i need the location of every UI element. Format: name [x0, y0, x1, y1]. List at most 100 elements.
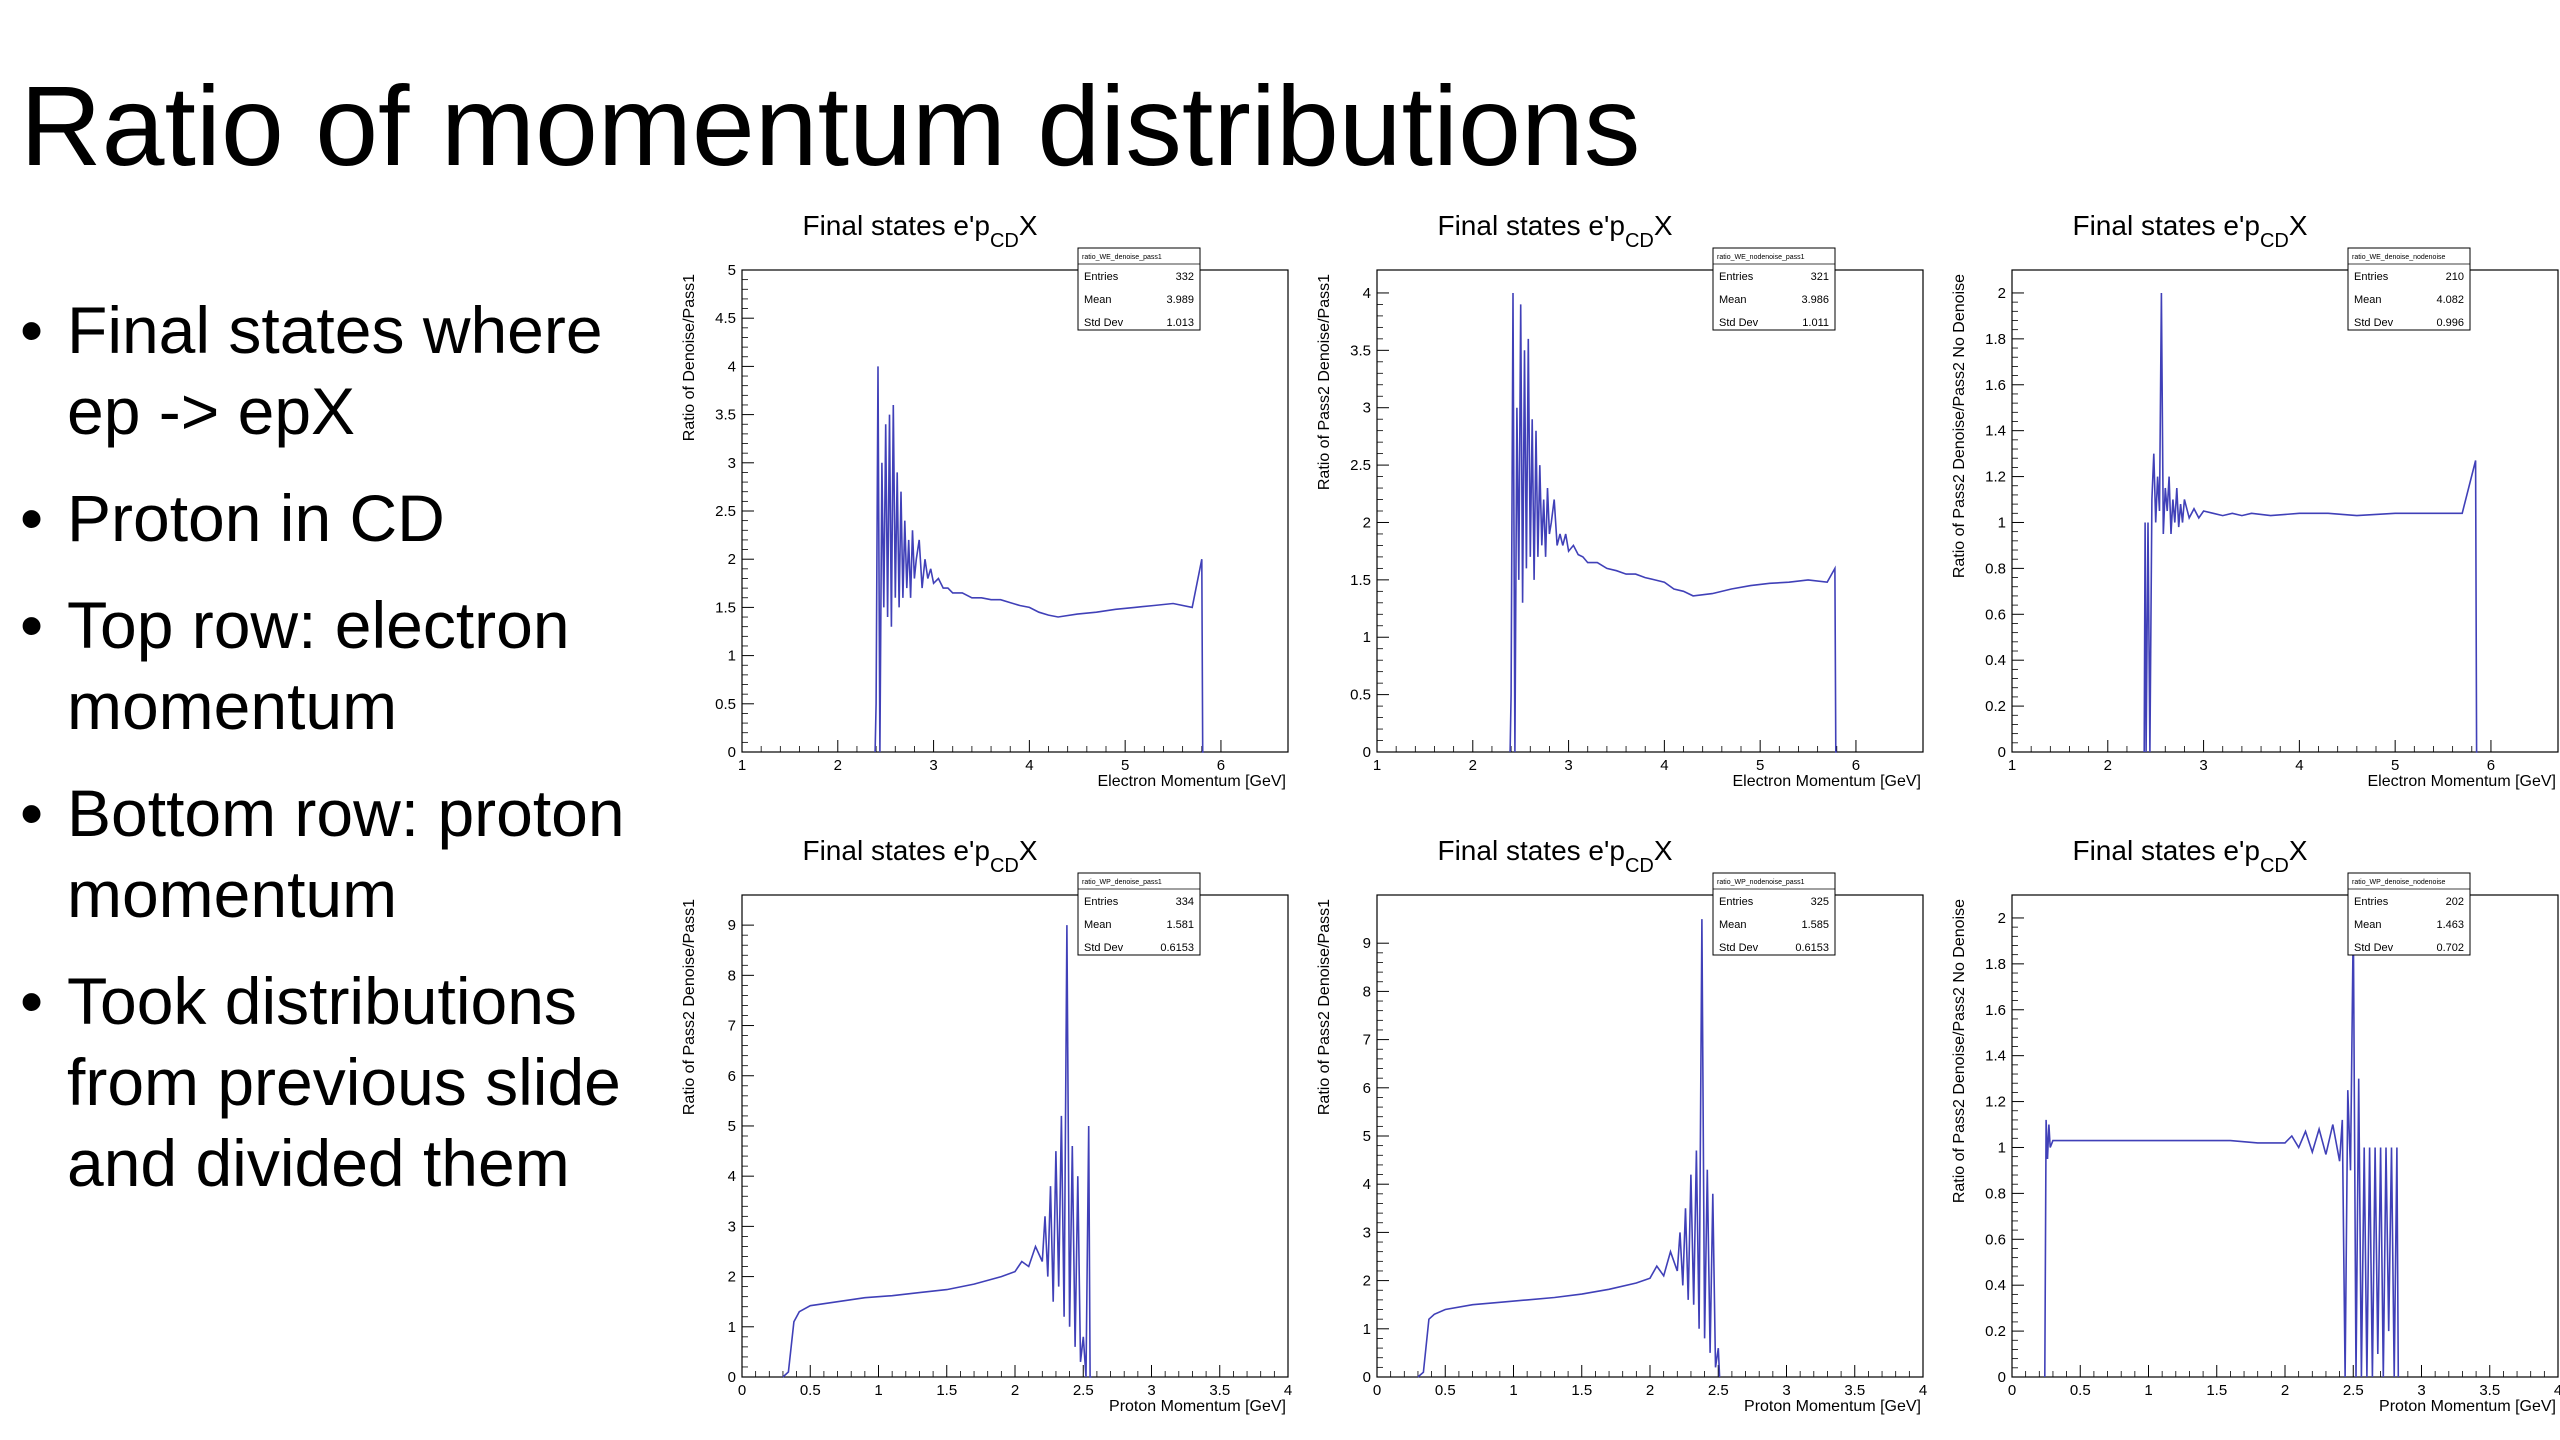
y-tick-label: 4: [1363, 1176, 1371, 1193]
stats-label: Std Dev: [1084, 317, 1124, 329]
y-tick-label: 1: [728, 1319, 736, 1336]
stats-label: Std Dev: [1719, 317, 1759, 329]
data-series-line: [2143, 292, 2478, 753]
bullet-dot-icon: •: [20, 776, 44, 850]
y-tick-label: 1.4: [1985, 1048, 2006, 1065]
x-tick-label: 1: [2008, 757, 2016, 774]
x-tick-label: 2: [834, 757, 842, 774]
stats-label: Entries: [1719, 896, 1754, 908]
slide-title: Ratio of momentum distributions: [20, 63, 1641, 189]
y-tick-label: 0: [1363, 744, 1371, 761]
stats-value: 0.6153: [1795, 942, 1829, 954]
stats-value: 0.702: [2436, 942, 2464, 954]
y-tick-label: 1: [1998, 514, 2006, 531]
stats-value: 1.011: [1802, 317, 1829, 329]
chart-title-subscript: CD: [990, 855, 1019, 877]
chart-title-subscript: CD: [2260, 855, 2289, 877]
bullet-dot-icon: •: [20, 293, 44, 367]
bullet-dot-icon: •: [20, 481, 44, 555]
x-axis-label: Electron Momentum [GeV]: [1732, 773, 1921, 790]
stats-label: Entries: [2354, 896, 2389, 908]
stats-frame: [1077, 872, 1201, 956]
x-tick-label: 0: [2008, 1382, 2016, 1399]
y-tick-label: 9: [728, 917, 736, 934]
chart-svg: Final states e'pCDX 0 0.2 0.4 0.6 0.8 1 1.2 1.4 1…: [1951, 835, 2560, 1415]
y-tick-label: 2: [728, 1269, 736, 1286]
x-tick-label: 3: [1564, 757, 1572, 774]
y-axis-label: Ratio of Pass2 Denoise/Pass1: [1316, 899, 1333, 1115]
plot-electron-denoise-pass1: Final states e'pCDX 0 0.5 1 1.5 2 2.5 3 3.5 4 4.5 5…: [670, 200, 1310, 800]
y-tick-label: 1.2: [1985, 469, 2006, 486]
bullet-text: Took distributions from previous slide a…: [67, 964, 621, 1200]
x-tick-label: 4: [1025, 757, 1033, 774]
bullet-list: • Final states where ep -> epX • Proton in…: [20, 290, 660, 1230]
x-tick-label: 3: [1782, 1382, 1790, 1399]
x-tick-label: 1.5: [2206, 1382, 2227, 1399]
x-tick-label: 2.5: [1708, 1382, 1729, 1399]
plot-frame: [1376, 269, 1924, 753]
y-tick-label: 1.5: [715, 599, 736, 616]
stats-box: ratio_WP_denoise_pass1 Entries 334 Mean 1.58…: [1077, 872, 1201, 956]
y-tick-label: 2: [1363, 1273, 1371, 1290]
y-axis-label: Ratio of Pass2 Denoise/Pass1: [1316, 274, 1333, 490]
x-tick-label: 2.5: [2343, 1382, 2364, 1399]
stats-label: Std Dev: [2354, 317, 2394, 329]
stats-label: Std Dev: [2354, 942, 2394, 954]
chart-svg: Final states e'pCDX 0 1 2 3 4 5 6 7 8 9 0 0.5 1 1.5 2 2.…: [681, 835, 1292, 1415]
x-tick-label: 0: [738, 1382, 746, 1399]
stats-name: ratio_WE_denoise_nodenoise: [2352, 254, 2446, 261]
stats-name: ratio_WP_denoise_pass1: [1082, 879, 1162, 886]
y-tick-label: 1: [728, 648, 736, 665]
x-tick-label: 2: [2104, 757, 2112, 774]
bullet-dot-icon: •: [20, 588, 44, 662]
chart-title-end: X: [1019, 835, 1038, 866]
y-tick-label: 8: [1363, 983, 1371, 1000]
y-tick-label: 2.5: [715, 503, 736, 520]
y-tick-label: 0.2: [1985, 698, 2006, 715]
data-series-line: [874, 366, 1204, 753]
stats-label: Entries: [1719, 271, 1754, 283]
bullet-item: • Bottom row: proton momentum: [20, 773, 660, 935]
x-tick-label: 1: [738, 757, 746, 774]
stats-label: Mean: [1719, 294, 1747, 306]
chart-title-end: X: [1654, 835, 1673, 866]
plot-frame: [1376, 894, 1924, 1378]
stats-value: 202: [2446, 896, 2464, 908]
stats-box: ratio_WE_denoise_nodenoise Entries 210 Mean…: [2347, 247, 2471, 331]
plot-electron-pass2-denoise-nodenoise: Final states e'pCDX 0 0.2 0.4 0.6 0.8 1 1.2 1.4 1…: [1940, 200, 2560, 800]
x-tick-label: 0.5: [2070, 1382, 2091, 1399]
chart-title: Final states e'pCDX: [1437, 210, 1672, 252]
y-tick-label: 3.5: [1350, 342, 1371, 359]
x-tick-label: 3: [1147, 1382, 1155, 1399]
x-tick-label: 6: [2487, 757, 2495, 774]
stats-label: Mean: [1084, 919, 1112, 931]
x-tick-label: 3.5: [1209, 1382, 1230, 1399]
chart-title: Final states e'pCDX: [2072, 835, 2307, 877]
chart-svg: Final states e'pCDX 0 0.5 1 1.5 2 2.5 3 3.5 4 4.5 5…: [681, 210, 1289, 790]
y-tick-label: 0: [1998, 744, 2006, 761]
y-tick-label: 6: [728, 1068, 736, 1085]
plot-electron-pass2-denoise-pass1: Final states e'pCDX 0 0.5 1 1.5 2 2.5 3 3.5 4 1 2 3 4…: [1305, 200, 1945, 800]
stats-frame: [2347, 872, 2471, 956]
y-tick-label: 7: [1363, 1032, 1371, 1049]
stats-box: ratio_WP_nodenoise_pass1 Entries 325 Mean 1.…: [1712, 872, 1836, 956]
y-tick-label: 3: [1363, 400, 1371, 417]
x-tick-label: 2: [1469, 757, 1477, 774]
y-tick-label: 4: [1363, 285, 1371, 302]
y-tick-label: 1.5: [1350, 572, 1371, 589]
chart-svg: Final states e'pCDX 0 1 2 3 4 5 6 7 8 9 0 0.5 1 1.5 2 2.…: [1316, 835, 1927, 1415]
stats-value: 0.996: [2436, 317, 2464, 329]
x-tick-label: 4: [2295, 757, 2303, 774]
y-tick-label: 5: [728, 1118, 736, 1135]
chart-title-subscript: CD: [2260, 230, 2289, 252]
y-tick-label: 1: [1363, 1321, 1371, 1338]
bullet-item: • Proton in CD: [20, 478, 660, 559]
stats-name: ratio_WP_nodenoise_pass1: [1717, 879, 1805, 886]
stats-value: 3.986: [1801, 294, 1829, 306]
x-tick-label: 6: [1852, 757, 1860, 774]
x-tick-label: 4: [2554, 1382, 2560, 1399]
y-axis-label: Ratio of Denoise/Pass1: [681, 274, 698, 441]
y-tick-label: 0.8: [1985, 1185, 2006, 1202]
y-tick-label: 0: [1363, 1369, 1371, 1386]
data-series-line: [2044, 917, 2400, 1378]
